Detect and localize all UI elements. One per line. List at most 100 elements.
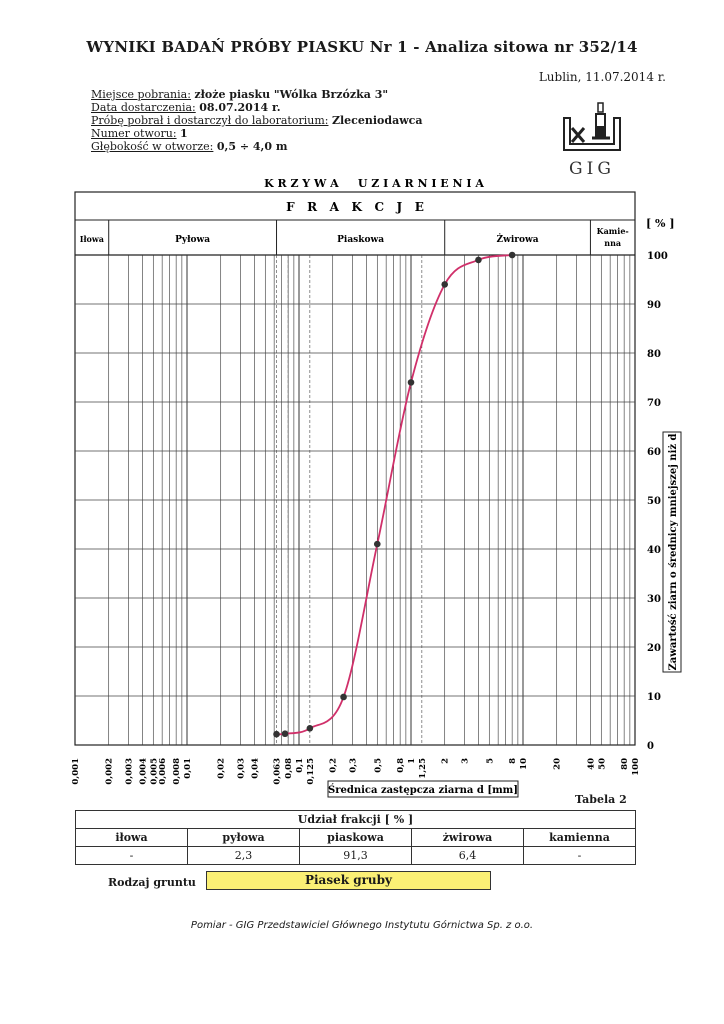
chart-border: [74, 191, 636, 746]
y-tick-label: 90: [647, 300, 661, 311]
y-tick-label: 20: [647, 643, 661, 654]
soil-type-value: Piasek gruby: [206, 871, 491, 890]
fraction-label: Piaskowa: [337, 235, 384, 245]
x-tick-label: 0,125: [306, 758, 316, 785]
grain-size-chart: K R Z Y W A U Z I A R N I E N I A F R A …: [71, 177, 682, 798]
x-tick-label: 0,04: [250, 758, 260, 779]
gig-logo: GIG: [562, 100, 622, 180]
fraction-label: Żwirowa: [497, 232, 539, 245]
meta-label: Głębokość w otworze:: [91, 140, 214, 153]
x-tick-label: 20: [553, 758, 563, 770]
x-tick-label: 0,5: [373, 758, 383, 773]
chart-frame: [74, 191, 636, 746]
y-tick-label: 40: [647, 545, 661, 556]
meta-value: 08.07.2014 r.: [199, 101, 281, 114]
x-tick-label: 0,2: [329, 758, 339, 773]
x-tick-label: 80: [620, 758, 630, 770]
footer-note: Pomiar - GIG Przedstawiciel Głównego Ins…: [190, 920, 534, 931]
meta-value: 0,5 ÷ 4,0 m: [216, 140, 288, 153]
chart-title: K R Z Y W A U Z I A R N I E N I A: [264, 177, 484, 190]
x-tick-label: 50: [597, 758, 607, 770]
data-point: [273, 730, 280, 738]
curve-line: [276, 254, 513, 736]
data-point: [475, 256, 482, 264]
x-tick-label: 0,8: [396, 758, 406, 773]
fraction-label: Pyłowa: [175, 235, 210, 245]
col-clay: iłowa: [75, 828, 188, 847]
x-tick-label: 100: [631, 758, 641, 776]
y-axis-label: Zawartość ziarn o średnicy mniejszej niż…: [668, 433, 679, 670]
x-tick-label: 10: [519, 758, 529, 770]
fraction-label: nna: [604, 238, 621, 248]
meta-label: Miejsce pobrania:: [91, 88, 191, 101]
y-tick-label: 60: [647, 447, 661, 458]
fractions-table: Udział frakcji [ % ] iłowa pyłowa piasko…: [75, 810, 636, 865]
x-tick-label: 3: [460, 758, 470, 764]
x-tick-label: 1: [407, 758, 417, 764]
table-header: Udział frakcji [ % ]: [75, 810, 636, 829]
col-gravel: żwirowa: [411, 828, 524, 847]
meta-value: złoże piasku "Wólka Brzózka 3": [194, 88, 389, 101]
data-point: [306, 725, 314, 732]
data-points: [273, 251, 516, 738]
x-tick-label: 0,002: [105, 758, 115, 785]
x-tick-label: 0,001: [71, 758, 81, 785]
val-sand: 91,3: [299, 846, 412, 865]
fractions-table-wrap: Udział frakcji [ % ] iłowa pyłowa piasko…: [75, 810, 636, 865]
val-clay: -: [75, 846, 188, 865]
data-point: [340, 693, 347, 701]
data-point: [508, 251, 516, 259]
x-axis-label-box: Średnica zastępcza ziarna d [mm]: [327, 780, 519, 798]
meta-depth: Głębokość w otworze: 0,5 ÷ 4,0 m: [91, 140, 288, 153]
x-tick-label: 0,03: [236, 758, 246, 779]
x-tick-label: 1,25: [418, 758, 428, 779]
col-stone: kamienna: [523, 828, 636, 847]
y-axis-label-box: Zawartość ziarn o średnicy mniejszej niż…: [662, 431, 682, 673]
x-tick-label: 0,004: [138, 758, 148, 785]
meta-sampling-place: Miejsce pobrania: złoże piasku "Wólka Br…: [91, 88, 388, 101]
y-tick-label: 10: [647, 692, 661, 703]
fraction-label: Kamie-: [597, 226, 629, 236]
x-tick-label: 0,3: [348, 758, 358, 773]
x-axis-label: Średnica zastępcza ziarna d [mm]: [328, 784, 518, 796]
meta-sampled-by: Próbę pobrał i dostarczył do laboratoriu…: [91, 114, 423, 127]
data-point: [281, 730, 289, 738]
data-point: [441, 281, 449, 288]
meta-delivery-date: Data dostarczenia: 08.07.2014 r.: [91, 101, 281, 114]
place-and-date: Lublin, 11.07.2014 r.: [538, 70, 666, 84]
chart-grid: [75, 255, 635, 745]
logo-text: GIG: [569, 159, 615, 179]
meta-label: Próbę pobrał i dostarczył do laboratoriu…: [91, 114, 329, 127]
data-point: [407, 379, 415, 386]
col-silt: pyłowa: [187, 828, 300, 847]
fractions-header: F R A K C J E: [286, 200, 424, 214]
data-point: [373, 540, 381, 548]
soil-type-label: Rodzaj gruntu: [108, 876, 196, 889]
val-stone: -: [523, 846, 636, 865]
y-axis-ticks: 0 10 20 30 40 50 60 70 80 90 100: [647, 251, 668, 752]
col-sand: piaskowa: [299, 828, 412, 847]
meta-borehole-number: Numer otworu: 1: [91, 127, 188, 140]
x-tick-label: 40: [586, 758, 596, 770]
x-tick-label: 0,1: [295, 758, 305, 773]
meta-label: Data dostarczenia:: [91, 101, 196, 114]
x-tick-label: 5: [485, 758, 495, 764]
fraction-headers: F R A K C J E Iłowa Pyłowa Piaskowa Żwirowa K…: [80, 200, 629, 255]
x-tick-label: 0,003: [124, 758, 134, 785]
table-label: Tabela 2: [575, 793, 627, 806]
x-tick-label: 0,005: [149, 758, 159, 785]
x-tick-label: 0,01: [183, 758, 193, 779]
y-tick-label: 70: [647, 398, 661, 409]
x-tick-label: 8: [508, 758, 518, 764]
y-tick-label: 30: [647, 594, 661, 605]
x-tick-label: 2: [441, 758, 451, 764]
document-title: WYNIKI BADAŃ PRÓBY PIASKU Nr 1 - Analiza…: [86, 38, 638, 56]
x-tick-label: 0,008: [172, 758, 182, 785]
meta-value: Zleceniodawca: [331, 114, 423, 127]
val-silt: 2,3: [187, 846, 300, 865]
gig-logo-icon: GIG: [563, 102, 621, 179]
y-tick-label: 50: [647, 496, 661, 507]
meta-value: 1: [180, 127, 188, 140]
val-gravel: 6,4: [411, 846, 524, 865]
